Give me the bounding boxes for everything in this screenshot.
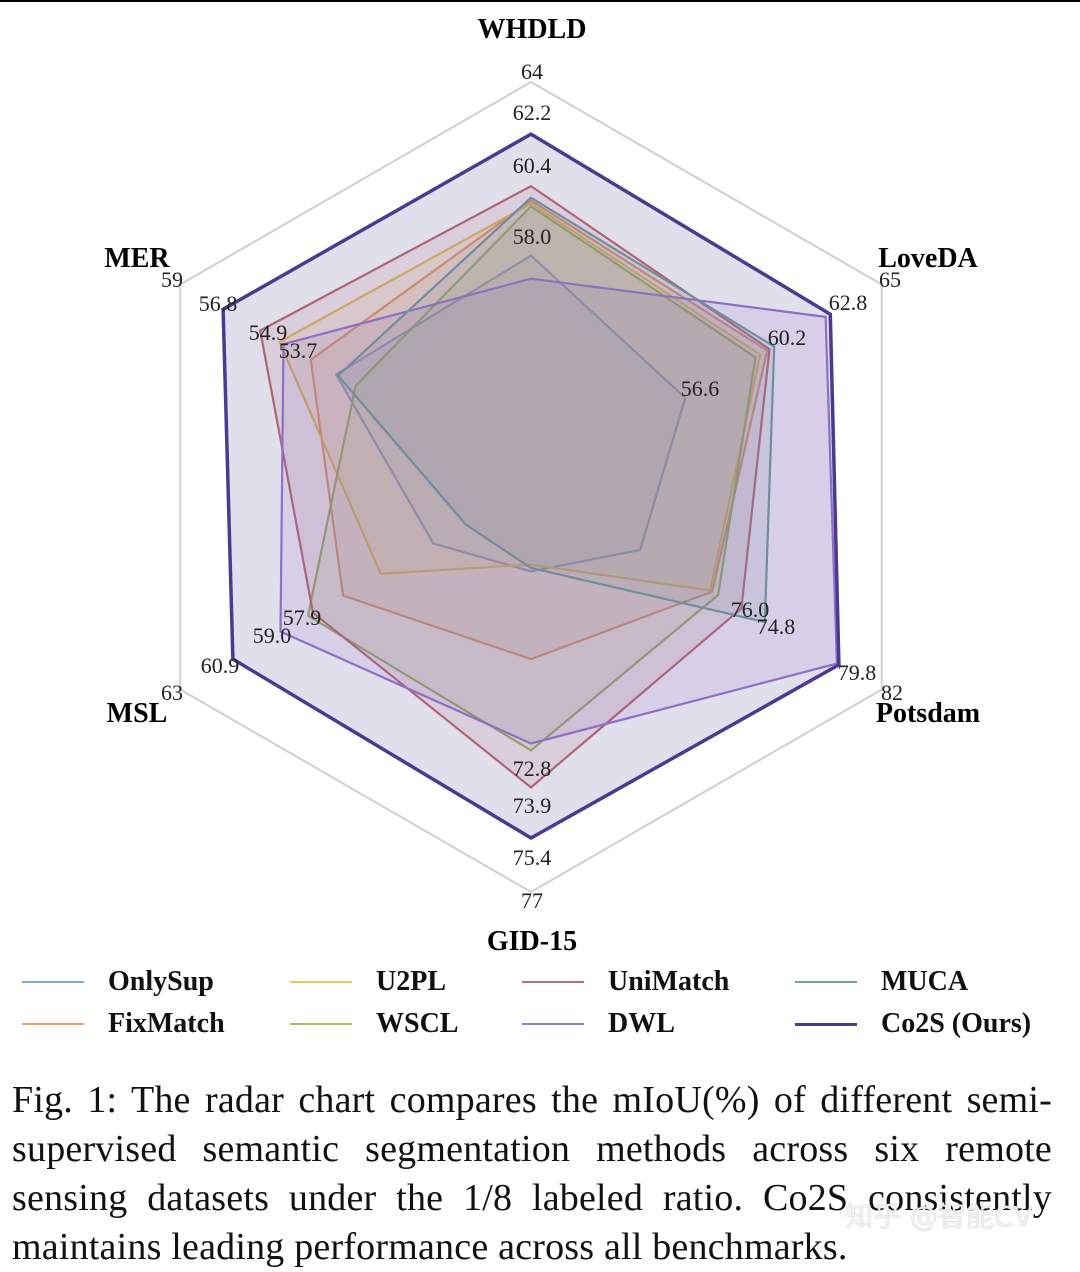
legend-item: OnlySup [22, 962, 214, 1002]
value-annotation: 73.9 [513, 793, 552, 818]
figure-caption: Fig. 1: The radar chart compares the mIo… [12, 1079, 1052, 1268]
value-annotation: 56.8 [199, 291, 238, 316]
series-u2pl [278, 202, 762, 592]
value-annotation: 54.9 [249, 320, 288, 345]
legend-label: DWL [608, 1008, 675, 1039]
legend-item: WSCL [290, 1004, 458, 1044]
legend-label: U2PL [376, 966, 446, 997]
value-annotation: 74.8 [757, 614, 796, 639]
legend-line-swatch [22, 981, 84, 983]
value-annotation: 56.6 [681, 376, 720, 401]
value-annotation: 62.8 [829, 290, 868, 315]
legend: OnlySup U2PL UniMatch MUCA FixMatch WSCL DWL Co… [0, 962, 1080, 1052]
top-rule [0, 0, 1080, 2]
value-annotation: 58.0 [513, 224, 552, 249]
legend-line-swatch [290, 1023, 352, 1025]
series-onlysup [334, 254, 687, 573]
axis-max-tick-label: 82 [881, 680, 903, 705]
series-wscl [306, 204, 757, 752]
axis-max-tick-label: 64 [521, 59, 543, 84]
series-unimatch [258, 184, 771, 789]
axis-max-tick-label: 65 [879, 267, 901, 292]
value-annotation: 75.4 [513, 845, 552, 870]
value-annotation: 59.0 [253, 623, 292, 648]
axis-title: MSL [107, 698, 168, 729]
axis-max-tick-label: 63 [161, 680, 183, 705]
axis-max-tick-label: 59 [161, 267, 183, 292]
series-dwl [279, 277, 839, 745]
axis-title: Potsdam [876, 698, 980, 729]
legend-label: MUCA [881, 966, 969, 997]
series-co2s-ours [221, 132, 841, 841]
value-annotation: 79.8 [838, 660, 877, 685]
legend-item: DWL [522, 1004, 675, 1044]
legend-label: FixMatch [108, 1008, 225, 1039]
legend-label: UniMatch [608, 966, 730, 997]
axis-title: GID-15 [487, 926, 577, 957]
value-annotation: 60.9 [201, 653, 240, 678]
value-annotation: 57.9 [283, 605, 322, 630]
legend-line-swatch [522, 981, 584, 983]
value-annotation: 60.2 [768, 325, 807, 350]
value-annotation: 60.4 [513, 153, 552, 178]
legend-line-swatch [795, 1022, 857, 1026]
series-muca [336, 196, 776, 624]
axis-title: LoveDA [878, 243, 978, 274]
legend-label: OnlySup [108, 966, 214, 997]
legend-item: MUCA [795, 962, 968, 1002]
legend-label: Co2S (Ours) [881, 1008, 1032, 1039]
grid-layer [179, 80, 883, 894]
axis-title: WHDLD [478, 14, 587, 45]
legend-line-swatch [290, 981, 352, 983]
legend-item: U2PL [290, 962, 446, 1002]
legend-line-swatch [795, 981, 857, 983]
axis-max-tick-label: 77 [521, 888, 543, 913]
legend-item: FixMatch [22, 1004, 225, 1044]
legend-line-swatch [22, 1023, 84, 1025]
value-annotation: 53.7 [279, 338, 318, 363]
legend-label: WSCL [376, 1008, 459, 1039]
value-annotation: 72.8 [513, 756, 552, 781]
legend-line-swatch [522, 1023, 584, 1025]
value-annotation: 62.2 [513, 100, 552, 125]
value-annotation: 76.0 [731, 597, 770, 622]
series-layer [221, 132, 841, 841]
watermark: 知乎 @智能CV [845, 1200, 1033, 1233]
grid-outer-hexagon [179, 80, 883, 894]
legend-item: Co2S (Ours) [795, 1004, 1031, 1044]
axis-title: MER [104, 243, 170, 274]
legend-item: UniMatch [522, 962, 729, 1002]
